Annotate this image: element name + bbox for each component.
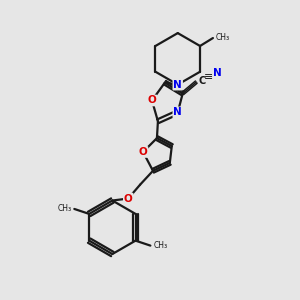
Text: N: N bbox=[173, 80, 182, 90]
Text: CH₃: CH₃ bbox=[57, 204, 71, 213]
Text: ≡: ≡ bbox=[204, 72, 213, 82]
Text: CH₃: CH₃ bbox=[216, 33, 230, 42]
Text: O: O bbox=[148, 95, 156, 106]
Text: O: O bbox=[139, 147, 147, 157]
Text: N: N bbox=[173, 107, 182, 117]
Text: CH₃: CH₃ bbox=[153, 241, 167, 250]
Text: O: O bbox=[124, 194, 133, 203]
Text: C: C bbox=[198, 76, 206, 86]
Text: N: N bbox=[213, 68, 221, 78]
